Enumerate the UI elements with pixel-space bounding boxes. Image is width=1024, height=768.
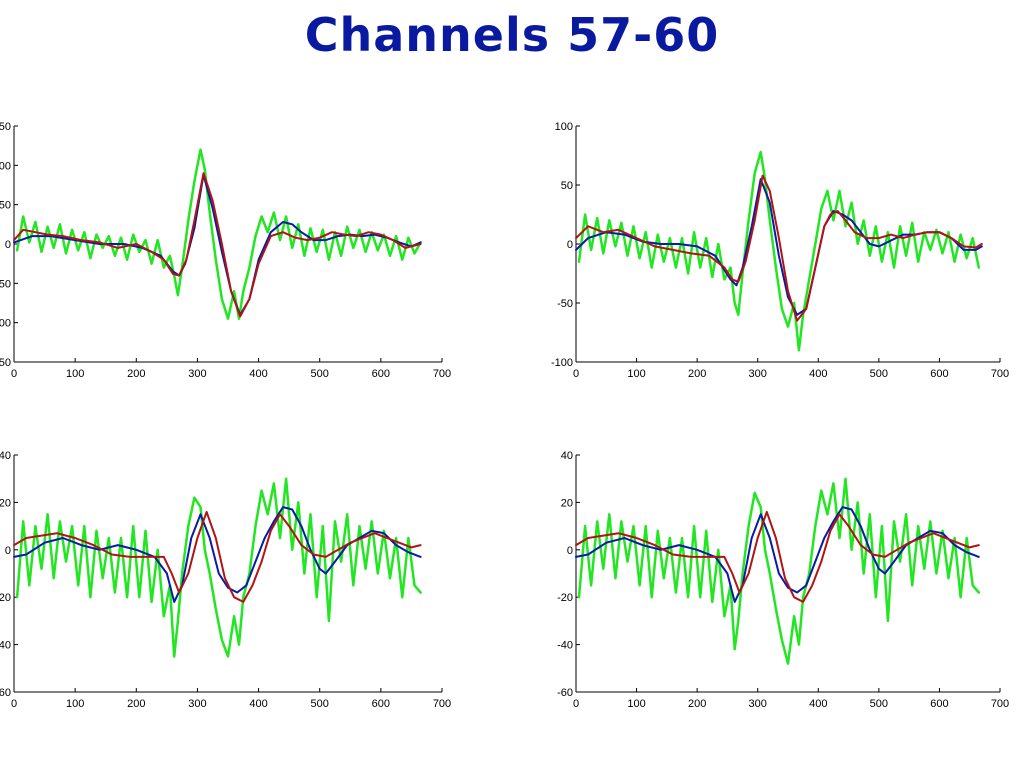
x-tick-label: 700 bbox=[991, 368, 1009, 380]
x-tick-label: 200 bbox=[688, 698, 706, 710]
y-tick-label: 40 bbox=[561, 450, 573, 462]
x-tick-label: 100 bbox=[66, 368, 84, 380]
y-tick-label: -100 bbox=[551, 357, 573, 369]
y-tick-label: 50 bbox=[561, 180, 573, 192]
x-tick-label: 200 bbox=[127, 698, 145, 710]
x-tick-label: 400 bbox=[809, 368, 827, 380]
y-tick-label: -40 bbox=[557, 640, 573, 652]
x-tick-label: 600 bbox=[372, 368, 390, 380]
y-tick-label: 20 bbox=[0, 497, 11, 509]
y-tick-label: 0 bbox=[5, 545, 11, 557]
x-tick-label: 600 bbox=[930, 698, 948, 710]
y-tick-label: -150 bbox=[0, 357, 11, 369]
x-tick-label: 0 bbox=[573, 368, 579, 380]
x-tick-label: 700 bbox=[991, 698, 1009, 710]
series-line-red bbox=[13, 172, 422, 318]
x-tick-label: 200 bbox=[688, 368, 706, 380]
x-tick-label: 300 bbox=[749, 698, 767, 710]
series-line-blue bbox=[13, 173, 422, 316]
x-tick-label: 600 bbox=[930, 368, 948, 380]
x-tick-label: 500 bbox=[311, 698, 329, 710]
y-tick-label: 100 bbox=[0, 160, 11, 172]
y-tick-label: -40 bbox=[0, 640, 11, 652]
y-tick-label: -100 bbox=[0, 318, 11, 330]
x-tick-label: 0 bbox=[11, 368, 17, 380]
x-tick-label: 400 bbox=[249, 368, 267, 380]
y-tick-label: 100 bbox=[555, 121, 573, 133]
y-tick-label: -60 bbox=[0, 687, 11, 699]
y-tick-label: 40 bbox=[0, 450, 11, 462]
page-title: Channels 57-60 bbox=[304, 8, 720, 62]
y-tick-label: -20 bbox=[0, 592, 11, 604]
x-tick-label: 500 bbox=[311, 368, 329, 380]
series-line-red bbox=[575, 510, 980, 603]
chart-channel-59: 0 100 200 300 400 500 600 700 -60 -40 -20 0 20 40 bbox=[0, 450, 451, 710]
y-tick-label: -60 bbox=[557, 687, 573, 699]
x-tick-label: 200 bbox=[127, 368, 145, 380]
series-line-green bbox=[577, 477, 981, 665]
y-tick-label: -50 bbox=[0, 278, 11, 290]
x-tick-label: 100 bbox=[627, 368, 645, 380]
y-tick-label: -50 bbox=[557, 298, 573, 310]
x-tick-label: 500 bbox=[870, 368, 888, 380]
x-tick-label: 700 bbox=[433, 698, 451, 710]
x-tick-label: 0 bbox=[573, 698, 579, 710]
chart-channel-60: 0 100 200 300 400 500 600 700 -60 -40 -20 0 20 40 bbox=[557, 450, 1009, 710]
y-tick-label: 0 bbox=[567, 545, 573, 557]
x-tick-label: 300 bbox=[188, 368, 206, 380]
chart-channel-58: 0 100 200 300 400 500 600 700 -100 -50 0 50 100 bbox=[551, 121, 1009, 380]
x-tick-label: 600 bbox=[372, 698, 390, 710]
x-tick-label: 0 bbox=[11, 698, 17, 710]
x-tick-label: 400 bbox=[809, 698, 827, 710]
series-line-red bbox=[575, 174, 983, 322]
x-tick-label: 500 bbox=[870, 698, 888, 710]
series-line-green bbox=[15, 477, 422, 658]
y-tick-label: 20 bbox=[561, 497, 573, 509]
x-tick-label: 700 bbox=[433, 368, 451, 380]
x-tick-label: 300 bbox=[188, 698, 206, 710]
x-tick-label: 100 bbox=[66, 698, 84, 710]
x-tick-label: 100 bbox=[627, 698, 645, 710]
y-tick-label: -20 bbox=[557, 592, 573, 604]
series-line-red bbox=[13, 510, 422, 603]
chart-channel-57: 0 100 200 300 400 500 600 700 -150 -100 -50 0 50 100 1… bbox=[0, 121, 451, 380]
y-tick-label: 0 bbox=[5, 239, 11, 251]
x-tick-label: 400 bbox=[249, 698, 267, 710]
y-tick-label: 0 bbox=[567, 239, 573, 251]
y-tick-label: 50 bbox=[0, 200, 11, 212]
y-tick-label: 150 bbox=[0, 121, 11, 133]
x-tick-label: 300 bbox=[749, 368, 767, 380]
